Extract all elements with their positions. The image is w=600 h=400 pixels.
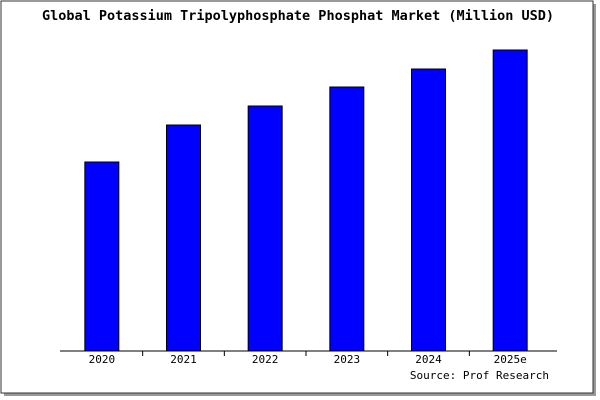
- bar: [411, 68, 446, 352]
- x-tick-label: 2021: [170, 353, 197, 366]
- x-tick-label: 2022: [252, 353, 279, 366]
- bar: [84, 161, 120, 352]
- bar: [247, 105, 283, 352]
- source-note: Source: Prof Research: [410, 369, 549, 382]
- x-tick-label: 2020: [89, 353, 116, 366]
- bar: [329, 86, 365, 352]
- x-tick-label: 2025e: [494, 353, 527, 366]
- x-tick-label: 2024: [415, 353, 442, 366]
- chart-title: Global Potassium Tripolyphosphate Phosph…: [42, 8, 554, 24]
- bar: [492, 49, 528, 352]
- x-tick-label: 2023: [334, 353, 361, 366]
- bar: [166, 124, 201, 352]
